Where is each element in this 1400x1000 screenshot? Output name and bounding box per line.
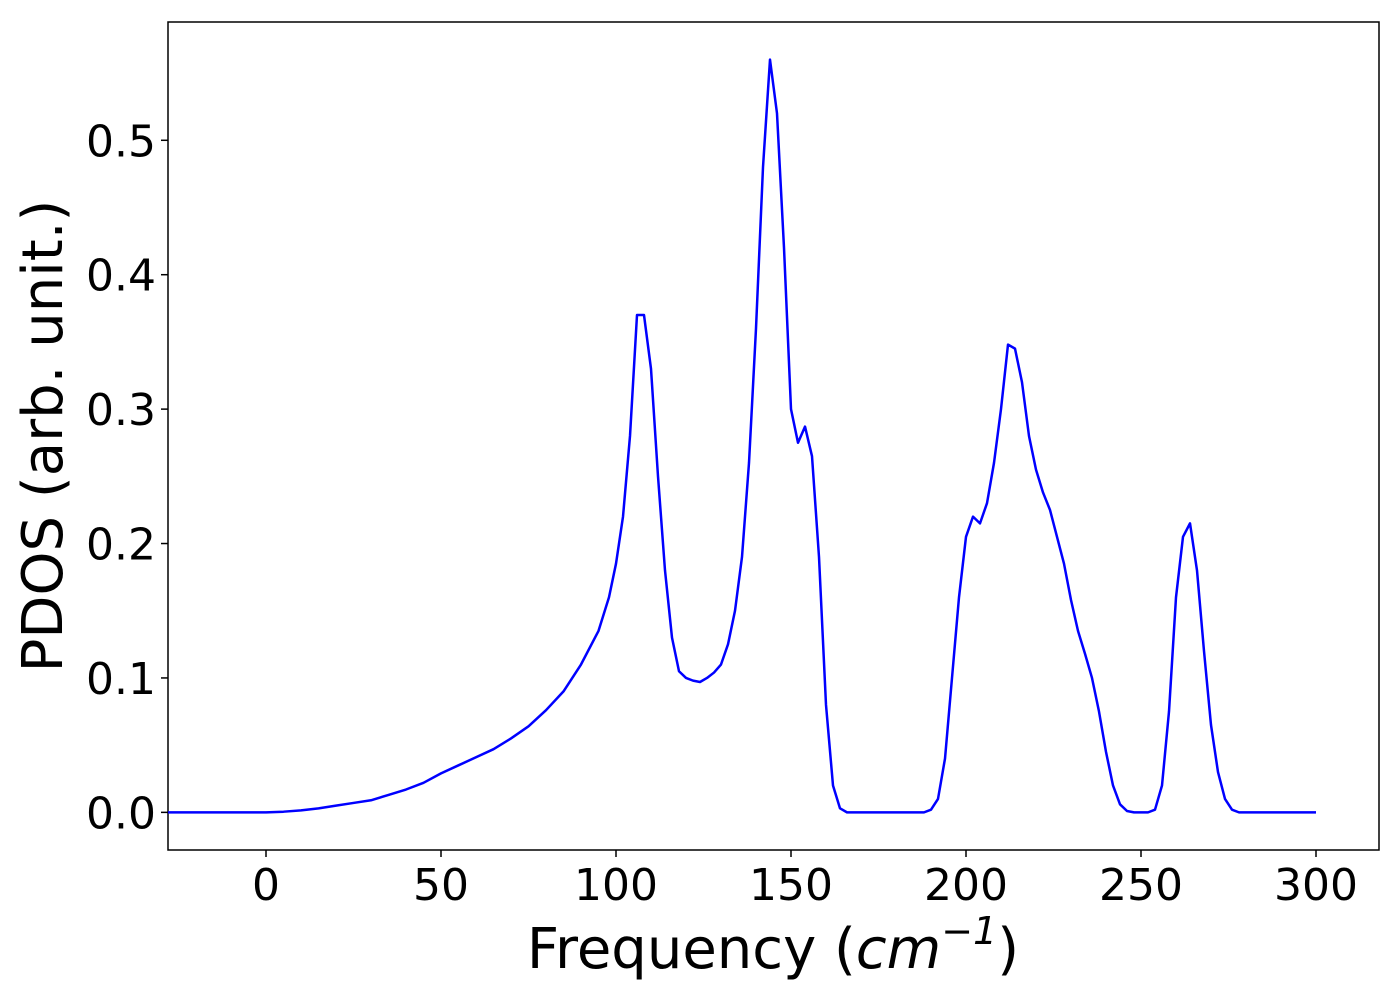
y-axis-title: PDOS (arb. unit.)	[11, 200, 76, 673]
x-tick-label: 100	[574, 860, 658, 911]
x-axis-title: Frequency (cm−1)	[527, 909, 1019, 982]
series-line	[168, 58, 1316, 814]
x-tick-label: 250	[1099, 860, 1183, 911]
x-tick-label: 0	[252, 860, 280, 911]
x-axis: 0 50 100 150 200 250 300	[252, 850, 1358, 911]
plot-frame	[167, 21, 1380, 851]
plot-area	[167, 21, 1380, 851]
x-tick-label: 300	[1274, 860, 1358, 911]
y-tick-label: 0.4	[86, 251, 156, 302]
x-tick-label: 200	[924, 860, 1008, 911]
x-tick-label: 50	[413, 860, 469, 911]
y-tick-label: 0.2	[86, 520, 156, 571]
y-tick-label: 0.3	[86, 385, 156, 436]
x-tick-label: 150	[749, 860, 833, 911]
y-tick-label: 0.0	[86, 788, 156, 839]
y-axis: 0.0 0.1 0.2 0.3 0.4 0.5	[86, 116, 168, 839]
y-tick-label: 0.1	[86, 654, 156, 705]
y-tick-label: 0.5	[86, 116, 156, 167]
